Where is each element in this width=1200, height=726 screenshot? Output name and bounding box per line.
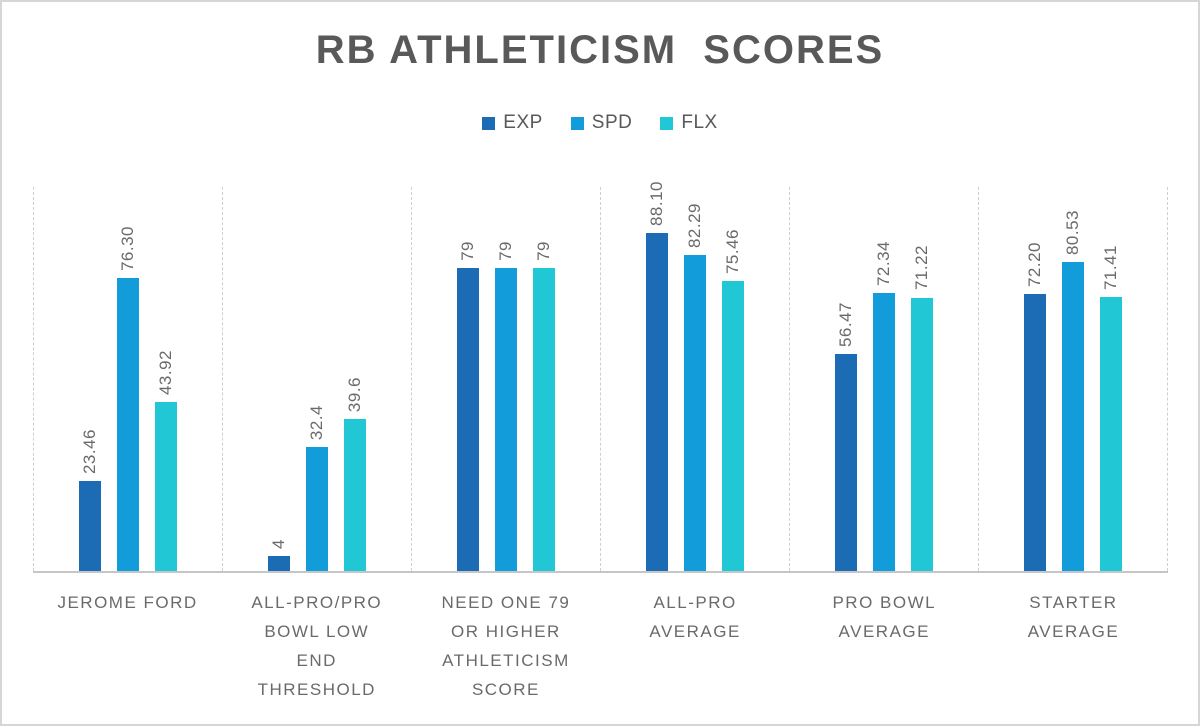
plot-area: 23.46 76.30 43.92 4 32.4 39.6 79 79 79 88.10 82.29… — [33, 181, 1168, 573]
bar-spd — [495, 267, 517, 571]
bar-exp — [457, 267, 479, 571]
legend-item-flx: FLX — [660, 112, 717, 134]
bar-value-label: 4 — [269, 538, 288, 549]
bar-slot: 4 — [268, 187, 290, 571]
bar-value-label: 75.46 — [723, 229, 742, 275]
legend-swatch-spd — [570, 116, 584, 130]
bar-value-label: 88.10 — [647, 180, 666, 226]
bar-flx — [155, 402, 177, 571]
bar-value-label: 23.46 — [80, 428, 99, 474]
bar-slot: 79 — [495, 187, 517, 571]
bar-slot: 39.6 — [344, 187, 366, 571]
bar-flx — [533, 267, 555, 571]
chart-title: RB ATHLETICISM SCORES — [315, 28, 885, 72]
bar-value-label: 80.53 — [1063, 209, 1082, 255]
bar-value-label: 82.29 — [685, 202, 704, 249]
bar-value-label: 71.22 — [912, 245, 931, 291]
chart-legend: EXP SPD FLX — [2, 112, 1198, 134]
bar-slot: 75.46 — [722, 187, 744, 571]
bar-slot: 56.47 — [835, 187, 857, 571]
category-label: NEED ONE 79 OR HIGHER ATHLETICISM SCORE — [441, 593, 571, 699]
category-axis: JEROME FORD ALL-PRO/PRO BOWL LOW END THRE… — [33, 588, 1168, 704]
category-group: 4 32.4 39.6 — [222, 187, 411, 571]
category-group: 56.47 72.34 71.22 — [789, 187, 978, 571]
bar-slot: 72.34 — [873, 187, 895, 571]
bar-value-label: 32.4 — [307, 404, 326, 440]
category-label: JEROME FORD — [57, 593, 198, 612]
bar-slot: 23.46 — [79, 187, 101, 571]
category-group: 23.46 76.30 43.92 — [33, 187, 222, 571]
bar-value-label: 72.20 — [1025, 241, 1044, 287]
bar-slot: 71.22 — [911, 187, 933, 571]
legend-item-spd: SPD — [570, 112, 633, 134]
legend-label: FLX — [681, 112, 718, 133]
bar-slot: 82.29 — [684, 187, 706, 571]
bar-value-label: 72.34 — [874, 241, 893, 287]
bar-spd — [306, 446, 328, 571]
legend-label: EXP — [503, 112, 543, 133]
bar-value-label: 79 — [458, 240, 477, 261]
bar-value-label: 79 — [496, 240, 515, 261]
bar-value-label: 71.41 — [1101, 244, 1120, 290]
bar-slot: 43.92 — [155, 187, 177, 571]
bar-flx — [911, 297, 933, 571]
bar-value-label: 79 — [534, 240, 553, 261]
bar-slot: 32.4 — [306, 187, 328, 571]
bar-exp — [1024, 293, 1046, 571]
bar-value-label: 43.92 — [156, 350, 175, 396]
category-group: 72.20 80.53 71.41 — [978, 187, 1168, 571]
category-label: STARTER AVERAGE — [1027, 593, 1120, 641]
legend-label: SPD — [591, 112, 633, 133]
bar-exp — [835, 354, 857, 571]
bar-value-label: 39.6 — [345, 376, 364, 412]
legend-swatch-flx — [660, 116, 674, 130]
bar-slot: 71.41 — [1100, 187, 1122, 571]
bar-slot: 79 — [533, 187, 555, 571]
category-group: 88.10 82.29 75.46 — [600, 181, 789, 571]
bar-slot: 79 — [457, 187, 479, 571]
bar-flx — [722, 281, 744, 571]
bar-spd — [117, 278, 139, 571]
bar-spd — [1062, 261, 1084, 571]
category-label: ALL-PRO AVERAGE — [649, 593, 741, 641]
bar-value-label: 56.47 — [836, 302, 855, 348]
legend-item-exp: EXP — [482, 112, 543, 134]
bar-slot: 72.20 — [1024, 187, 1046, 571]
bar-exp — [268, 555, 290, 571]
bar-spd — [873, 293, 895, 571]
bar-flx — [1100, 296, 1122, 571]
bar-flx — [344, 418, 366, 571]
bar-value-label: 76.30 — [118, 225, 137, 272]
bar-slot: 88.10 — [646, 181, 668, 571]
bar-slot: 76.30 — [117, 187, 139, 571]
category-group: 79 79 79 — [411, 187, 600, 571]
category-label: ALL-PRO/PRO BOWL LOW END THRESHOLD — [251, 593, 383, 699]
bar-exp — [79, 480, 101, 571]
legend-swatch-exp — [482, 116, 496, 130]
bar-spd — [684, 255, 706, 571]
category-label: PRO BOWL AVERAGE — [832, 593, 937, 641]
bar-exp — [646, 232, 668, 571]
bar-slot: 80.53 — [1062, 187, 1084, 571]
